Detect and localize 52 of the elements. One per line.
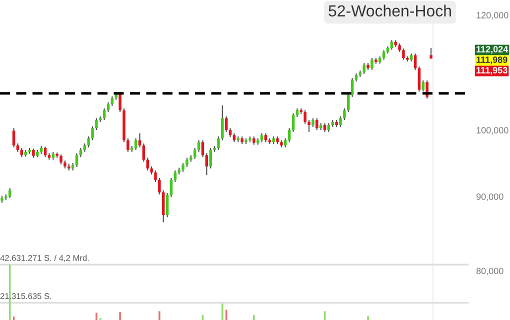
candlestick xyxy=(91,126,94,141)
candlestick xyxy=(316,118,318,131)
candlestick xyxy=(221,104,224,141)
candlestick xyxy=(158,177,161,195)
candlestick xyxy=(343,108,346,121)
candlestick xyxy=(284,138,287,148)
candlestick xyxy=(32,148,35,158)
candlestick xyxy=(95,118,98,131)
candlestick xyxy=(138,132,142,148)
chart-title: 52-Wochen-Hoch xyxy=(328,4,451,17)
candlestick xyxy=(174,170,177,183)
candlestick xyxy=(87,136,90,148)
candlestick xyxy=(209,147,212,169)
candlestick xyxy=(186,157,188,168)
candlestick xyxy=(422,80,425,92)
candlestick xyxy=(205,152,208,176)
candlestick xyxy=(197,140,200,152)
y-tick-label: 100,000 xyxy=(476,127,508,134)
candlestick xyxy=(106,102,110,113)
candlestick xyxy=(414,52,417,71)
candlestick xyxy=(308,120,310,133)
candlestick xyxy=(362,62,366,75)
candlestick xyxy=(370,57,374,71)
candlestick xyxy=(162,190,165,223)
text: 111,989 xyxy=(476,56,508,64)
candlestick xyxy=(390,40,394,50)
text: 111,953 xyxy=(476,67,508,75)
candlestick xyxy=(102,108,106,121)
candlestick xyxy=(418,66,421,92)
candlestick xyxy=(146,157,149,171)
candlestick xyxy=(217,136,220,150)
candlestick xyxy=(224,116,228,133)
candlestick xyxy=(75,152,78,168)
candlestick xyxy=(60,154,62,165)
ref-line-label: 42.631.271 S. / 4,2 Mrd. xyxy=(0,254,89,262)
candlestick xyxy=(110,96,114,106)
candlestick xyxy=(292,112,295,133)
text: 112,024 xyxy=(476,46,508,54)
y-tick-label: 90,000 xyxy=(476,193,504,201)
y-tick-label: 120,000 xyxy=(476,12,508,20)
candlestick xyxy=(142,142,146,162)
candlestick xyxy=(201,140,204,158)
y-tick-label: 80,000 xyxy=(476,268,504,276)
candlestick xyxy=(154,170,157,183)
candlestick xyxy=(402,48,405,60)
candlestick xyxy=(134,138,138,150)
candlestick xyxy=(12,128,16,148)
candlestick xyxy=(339,116,342,128)
candlestick xyxy=(346,92,350,113)
candlestick xyxy=(304,110,306,124)
candlestick xyxy=(166,192,169,218)
candlestick xyxy=(126,138,130,152)
